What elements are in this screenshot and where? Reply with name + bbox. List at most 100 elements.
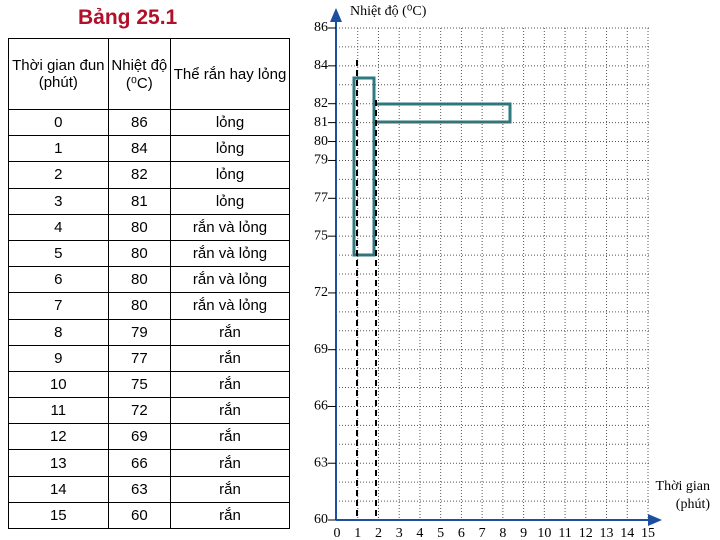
table-cell: 80 xyxy=(107,266,172,294)
y-tick-label: 81 xyxy=(314,115,328,130)
table-cell: rắn xyxy=(170,475,290,503)
table-cell: 63 xyxy=(107,475,172,503)
table-row: 0 86 lỏng xyxy=(8,108,290,137)
highlight-vertical xyxy=(352,76,376,257)
x-tick-label: 4 xyxy=(416,526,423,540)
table-cell: 9 xyxy=(8,344,109,372)
table-cell: 81 xyxy=(107,187,172,215)
column-header: Nhiệt độ (⁰C) xyxy=(107,38,172,110)
table-cell: rắn xyxy=(170,501,290,530)
x-tick-label: 3 xyxy=(396,526,403,540)
table-row: 9 77 rắn xyxy=(8,344,290,372)
column-header: Thể rắn hay lỏng xyxy=(170,38,290,110)
y-tick-label: 72 xyxy=(314,285,328,300)
y-tick-label: 80 xyxy=(314,134,328,149)
x-tick-label: 11 xyxy=(558,526,571,540)
y-tick-label: 77 xyxy=(314,191,328,206)
y-tick-label: 60 xyxy=(314,512,328,527)
y-axis-label: Nhiệt độ (⁰C) xyxy=(350,4,427,19)
table-cell: rắn xyxy=(170,449,290,477)
y-tick-label: 75 xyxy=(314,228,328,243)
table-row: 14 63 rắn xyxy=(8,475,290,503)
table-header: Thời gian đun (phút) Nhiệt độ (⁰C) Thể rắn… xyxy=(8,38,290,110)
table-cell: 79 xyxy=(107,318,172,346)
table-cell: 3 xyxy=(8,187,109,215)
table-cell: rắn xyxy=(170,370,290,399)
table-cell: 80 xyxy=(107,292,172,320)
table-cell: lỏng xyxy=(170,135,290,163)
table-cell: 80 xyxy=(107,213,172,241)
table-row: 11 72 rắn xyxy=(8,397,290,425)
x-tick-label: 2 xyxy=(375,526,382,540)
x-tick-label: 6 xyxy=(458,526,465,540)
x-tick-label: 5 xyxy=(437,526,444,540)
table-cell: 5 xyxy=(8,239,109,268)
table-row: 15 60 rắn xyxy=(8,501,290,530)
table-cell: 2 xyxy=(8,161,109,189)
table-cell: rắn xyxy=(170,423,290,451)
table-cell: 15 xyxy=(8,501,109,530)
table-cell: 4 xyxy=(8,213,109,241)
y-tick-label: 69 xyxy=(314,342,328,357)
table-cell: 0 xyxy=(8,108,109,137)
table-cell: 12 xyxy=(8,423,109,451)
table-row: 4 80 rắn và lỏng xyxy=(8,213,290,241)
x-tick-label: 13 xyxy=(600,526,614,540)
y-tick-label: 84 xyxy=(314,58,328,73)
table-cell: 1 xyxy=(8,135,109,163)
table-cell: 7 xyxy=(8,292,109,320)
x-tick-label: 7 xyxy=(479,526,486,540)
x-tick-label: 8 xyxy=(499,526,506,540)
x-tick-label: 12 xyxy=(579,526,593,540)
table-cell: rắn và lỏng xyxy=(170,239,290,268)
table-cell: rắn xyxy=(170,397,290,425)
data-table: Thời gian đun (phút) Nhiệt độ (⁰C) Thể rắn… xyxy=(8,38,290,530)
y-arrow xyxy=(330,8,342,22)
column-header: Thời gian đun (phút) xyxy=(8,38,109,110)
table-row: 12 69 rắn xyxy=(8,423,290,451)
x-tick-label: 9 xyxy=(520,526,527,540)
table-row: 3 81 lỏng xyxy=(8,187,290,215)
y-tick-label: 79 xyxy=(314,153,328,168)
table-cell: lỏng xyxy=(170,161,290,189)
x-tick-label: 1 xyxy=(354,526,361,540)
table-cell: 11 xyxy=(8,397,109,425)
table-cell: 75 xyxy=(107,370,172,399)
table-row: 5 80 rắn và lỏng xyxy=(8,239,290,268)
table-cell: rắn và lỏng xyxy=(170,292,290,320)
table-cell: 80 xyxy=(107,239,172,268)
table-cell: lỏng xyxy=(170,187,290,215)
table-row: 7 80 rắn và lỏng xyxy=(8,292,290,320)
y-tick-label: 82 xyxy=(314,96,328,111)
y-tick-label: 66 xyxy=(314,399,328,414)
table-cell: 72 xyxy=(107,397,172,425)
title: Bảng 25.1 xyxy=(78,6,178,29)
table-cell: 60 xyxy=(107,501,172,530)
table-cell: 14 xyxy=(8,475,109,503)
x-axis-label-line: (phút) xyxy=(676,497,711,512)
table-cell: rắn xyxy=(170,318,290,346)
table-cell: 86 xyxy=(107,108,172,137)
highlight-horizontal xyxy=(372,102,512,124)
table-cell: 6 xyxy=(8,266,109,294)
table-cell: 77 xyxy=(107,344,172,372)
y-tick-label: 86 xyxy=(314,20,328,35)
table-cell: 69 xyxy=(107,423,172,451)
table-cell: rắn xyxy=(170,344,290,372)
table-row: 10 75 rắn xyxy=(8,370,290,399)
table-cell: 84 xyxy=(107,135,172,163)
x-axis-label-line: Thời gian xyxy=(656,479,710,494)
y-tick-label: 63 xyxy=(314,455,328,470)
table-cell: 66 xyxy=(107,449,172,477)
table-cell: 13 xyxy=(8,449,109,477)
x-axis-label: Thời gian (phút) xyxy=(656,479,711,512)
table-cell: 82 xyxy=(107,161,172,189)
x-arrow xyxy=(648,514,662,526)
table-cell: lỏng xyxy=(170,108,290,137)
table-cell: 10 xyxy=(8,370,109,399)
table-row: 2 82 lỏng xyxy=(8,161,290,189)
x-tick-label: 10 xyxy=(537,526,551,540)
table-cell: 8 xyxy=(8,318,109,346)
table-body: 0 86 lỏng 1 84 lỏng 2 82 lỏng 3 81 lỏng 4 80 rắn và lỏ… xyxy=(8,108,290,530)
